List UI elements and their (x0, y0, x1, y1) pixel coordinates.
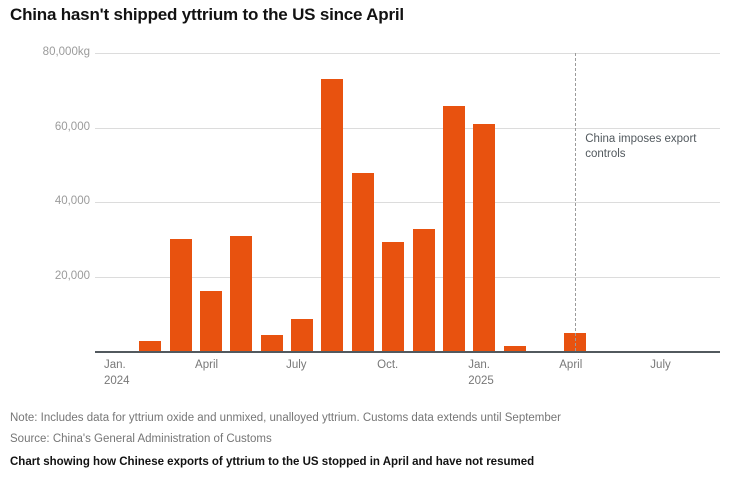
footer-source: Source: China's General Administration o… (10, 433, 272, 445)
gridline (95, 127, 720, 129)
bar[interactable] (473, 123, 496, 351)
bar[interactable] (291, 318, 314, 351)
x-axis-tick-label: Jan. 2025 (468, 359, 494, 387)
gridline (95, 202, 720, 203)
y-axis-tick-label: 20,000 (54, 269, 90, 282)
x-axis-tick-label: April (195, 359, 219, 371)
y-axis-tick-label: 80,000kg (42, 46, 90, 58)
bar[interactable] (260, 335, 283, 351)
gridline (95, 276, 720, 278)
page-title: China hasn't shipped yttrium to the US s… (10, 5, 404, 24)
bar[interactable] (382, 242, 405, 351)
x-axis-tick-label: July (650, 359, 671, 371)
bar[interactable] (412, 228, 435, 351)
x-axis-labels: Jan. 2024 April July Oct. Jan. 2025 April July (0, 357, 741, 397)
bar[interactable] (139, 340, 162, 351)
y-axis-tick-label: 60,000 (54, 120, 90, 133)
x-axis-tick-label: Oct. (377, 359, 399, 371)
annotation-label: China imposes export controls (585, 133, 697, 160)
bar[interactable] (351, 172, 374, 351)
bar[interactable] (230, 235, 253, 351)
y-axis-tick-label: 40,000 (54, 195, 90, 207)
bar[interactable] (442, 105, 465, 351)
bar[interactable] (200, 290, 223, 351)
bar[interactable] (169, 238, 192, 351)
x-axis-tick-label: July (286, 359, 307, 371)
footer-note: Note: Includes data for yttrium oxide an… (10, 412, 562, 424)
plot-area (95, 53, 720, 351)
x-axis-tick-label: Jan. 2024 (104, 359, 130, 387)
bar[interactable] (321, 79, 344, 351)
bar-series (95, 53, 720, 351)
y-axis-labels: 80,000kg 60,000 40,000 20,000 (0, 46, 90, 351)
x-axis-line (95, 351, 720, 353)
chart-footer: Note: Includes data for yttrium oxide an… (10, 408, 735, 473)
annotation-vline (575, 53, 577, 351)
bar[interactable] (503, 346, 526, 351)
gridline (95, 53, 720, 54)
footer-caption: Chart showing how Chinese exports of ytt… (10, 456, 535, 468)
x-axis-tick-label: April (559, 359, 583, 371)
